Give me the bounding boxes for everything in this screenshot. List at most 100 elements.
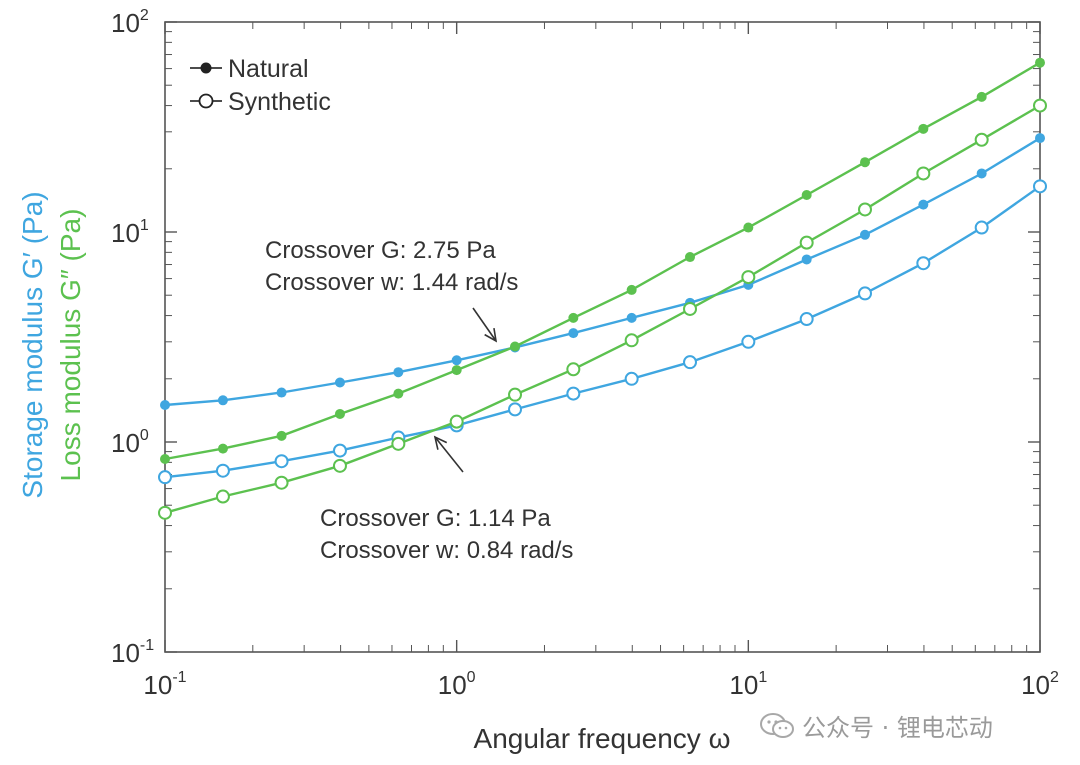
data-point [160, 400, 170, 411]
annotation-text: Crossover w: 0.84 rad/s [320, 537, 573, 564]
watermark-text: 公众号 · 锂电芯动 [802, 714, 993, 742]
data-point [217, 443, 228, 454]
series-layer [158, 57, 1047, 520]
data-point [624, 333, 639, 348]
y-tick-label: 10-1 [111, 637, 154, 668]
annotation-text: Crossover G: 1.14 Pa [320, 505, 551, 532]
legend-entry-natural: Natural [190, 55, 309, 83]
series-loss-synthetic [158, 98, 1047, 520]
data-point [801, 190, 812, 201]
data-point [332, 458, 347, 473]
legend-label: Synthetic [228, 88, 331, 116]
x-tick-label: 102 [1021, 669, 1059, 700]
x-tick-label: 10-1 [143, 669, 186, 700]
data-point [1033, 98, 1047, 113]
data-point [918, 123, 929, 134]
legend-label: Natural [228, 55, 309, 83]
crossover-annotation: Crossover G: 2.75 Pa Crossover w: 1.44 ra… [265, 237, 518, 343]
data-point [566, 386, 581, 401]
data-point [976, 91, 987, 102]
series-storage-synthetic [158, 179, 1047, 485]
data-point [860, 229, 871, 240]
annotation-arrow [434, 436, 464, 473]
tick-labels: 10-1 100 101 102 10-1 100 101 102 [111, 7, 1059, 700]
data-point [274, 454, 289, 469]
data-point [568, 312, 579, 323]
data-point [974, 220, 989, 235]
data-point [568, 328, 579, 339]
data-point [391, 436, 406, 451]
y-axis-label-loss: Loss modulus G″ (Pa) [55, 209, 86, 482]
data-point [858, 286, 873, 301]
annotation-text: Crossover w: 1.44 rad/s [265, 269, 518, 296]
data-point [332, 443, 347, 458]
data-point [508, 402, 523, 417]
data-point [976, 168, 987, 179]
watermark: 公众号 · 锂电芯动 [760, 708, 993, 743]
y-tick-label: 102 [111, 7, 149, 38]
series-line [164, 61, 1041, 461]
x-axis-label: Angular frequency ω [474, 723, 731, 754]
data-point [683, 301, 698, 316]
data-point [1035, 133, 1045, 144]
data-point [393, 388, 404, 399]
series-loss-natural [160, 57, 1045, 464]
data-point [393, 367, 404, 378]
data-point [858, 202, 873, 217]
data-point [451, 365, 462, 376]
data-point [624, 371, 639, 386]
data-point [215, 463, 230, 478]
data-point [510, 341, 521, 352]
series-line [164, 137, 1041, 407]
data-point [334, 408, 345, 419]
arrow-head [433, 435, 448, 450]
data-point [334, 377, 345, 388]
plot-area [164, 21, 1041, 653]
data-point [683, 355, 698, 370]
data-point [799, 312, 814, 327]
data-point [801, 254, 812, 265]
data-point [274, 475, 289, 490]
data-point [626, 312, 637, 323]
y-axis-label-storage: Storage modulus G′ (Pa) [17, 191, 48, 498]
data-point [508, 387, 523, 402]
series-line [164, 185, 1041, 479]
x-tick-label: 101 [729, 669, 767, 700]
y-tick-label: 101 [111, 217, 149, 248]
data-point [626, 284, 637, 295]
series-line [164, 104, 1041, 514]
data-point [215, 489, 230, 504]
annotations-layer: Crossover G: 2.75 Pa Crossover w: 1.44 ra… [265, 237, 573, 564]
data-point [916, 166, 931, 181]
arrow-head [484, 328, 498, 343]
data-point [276, 430, 287, 441]
data-point [158, 505, 172, 520]
annotation-text: Crossover G: 2.75 Pa [265, 237, 496, 264]
y-tick-label: 100 [111, 427, 149, 458]
crossover-annotation: Crossover G: 1.14 Pa Crossover w: 0.84 ra… [320, 435, 573, 564]
data-point [160, 453, 170, 464]
data-point [743, 222, 754, 233]
data-point [799, 235, 814, 250]
data-point [449, 414, 464, 429]
annotation-arrow [472, 307, 497, 342]
data-point [158, 470, 172, 485]
plot-frame [164, 21, 1041, 653]
data-point [974, 132, 989, 147]
wechat-icon [760, 712, 794, 738]
data-point [1033, 179, 1047, 194]
data-point [741, 270, 756, 285]
legend: Natural Synthetic [190, 55, 331, 116]
legend-entry-synthetic: Synthetic [190, 88, 331, 116]
data-point [1035, 57, 1045, 68]
data-point [566, 362, 581, 377]
data-point [451, 355, 462, 366]
data-point [217, 395, 228, 406]
data-point [276, 387, 287, 398]
legend-marker [200, 62, 212, 74]
data-point [860, 157, 871, 168]
data-point [741, 334, 756, 349]
legend-marker [198, 93, 214, 109]
x-tick-label: 100 [438, 669, 476, 700]
